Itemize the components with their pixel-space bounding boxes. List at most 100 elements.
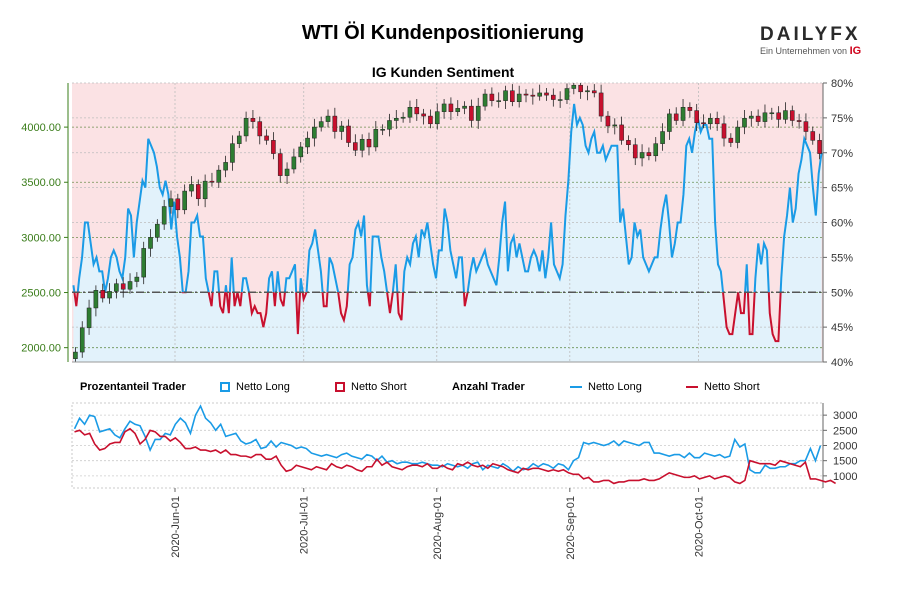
candle-body — [114, 283, 119, 292]
candle-body — [209, 180, 215, 183]
logo-wordmark: DAILYFX — [760, 24, 861, 45]
count-long-line — [73, 404, 822, 474]
candle-body — [612, 124, 618, 127]
candle-body — [496, 100, 502, 102]
candle-body — [469, 105, 474, 121]
x-tick-label: 2020-Jun-01 — [170, 496, 182, 558]
legend-line-short — [686, 386, 698, 388]
legend-box-short — [335, 382, 345, 392]
right-tick-label: 40% — [831, 357, 853, 369]
candle-body — [530, 94, 536, 97]
chart-title: WTI Öl Kundenpositionierung — [301, 22, 585, 44]
candle-body — [161, 206, 167, 225]
right-tick-label: 75% — [831, 113, 853, 125]
candle-body — [523, 93, 529, 96]
candle-body — [141, 248, 146, 278]
candle-body — [366, 138, 372, 148]
candle-body — [428, 115, 433, 125]
x-tick-label: 2020-Sep-01 — [565, 496, 577, 560]
candle-body — [646, 152, 652, 157]
candle-body — [510, 90, 515, 102]
candle-body — [312, 126, 317, 139]
candle-body — [127, 281, 133, 290]
count-tick-label: 1000 — [833, 471, 857, 483]
x-tick-label: 2020-Oct-01 — [694, 496, 706, 557]
chart-subtitle: IG Kunden Sentiment — [371, 64, 515, 80]
long-sentiment-area — [73, 103, 822, 363]
candle-body — [503, 90, 508, 101]
legend-pct-short[interactable]: Netto Short — [335, 381, 407, 393]
candle-body — [769, 112, 775, 115]
candle-body — [701, 122, 706, 125]
candle-body — [571, 84, 577, 89]
candle-body — [475, 105, 481, 121]
candle-body — [393, 118, 399, 121]
candle-body — [516, 93, 522, 102]
candle-body — [387, 120, 392, 130]
candle-body — [189, 184, 194, 192]
candle-body — [400, 116, 406, 119]
candle-body — [291, 156, 297, 170]
left-tick-label: 4000.00 — [21, 122, 61, 134]
candle-body — [305, 137, 310, 148]
candle-body — [448, 103, 454, 112]
candle-body — [271, 140, 276, 154]
candle-body — [462, 105, 467, 109]
candle-body — [421, 113, 426, 117]
legend-count-heading-text: Anzahl Trader — [452, 381, 525, 393]
legend-count-long[interactable]: Netto Long — [570, 381, 642, 393]
candle-body — [182, 190, 187, 211]
candle-body — [639, 152, 645, 159]
candle-body — [482, 93, 488, 107]
candle-body — [755, 115, 761, 122]
candle-body — [810, 131, 816, 141]
candle-body — [73, 351, 78, 359]
count-tick-label: 2500 — [833, 425, 857, 437]
candle-body — [557, 99, 563, 101]
candle-body — [359, 138, 365, 151]
legend-pct-long[interactable]: Netto Long — [220, 381, 290, 393]
candle-body — [86, 307, 92, 329]
legend-count-short[interactable]: Netto Short — [686, 381, 760, 393]
candle-body — [434, 111, 440, 125]
candle-body — [721, 123, 727, 139]
candle-body — [817, 140, 822, 154]
candle-body — [168, 198, 174, 207]
candle-body — [564, 88, 570, 100]
candle-body — [667, 113, 672, 132]
candle-body — [339, 125, 344, 132]
candle-body — [776, 112, 781, 120]
candle-body — [749, 115, 754, 119]
candle-body — [155, 223, 160, 238]
candle-body — [100, 290, 106, 299]
dailyfx-logo: DAILYFX Ein Unternehmen von IG — [760, 24, 870, 57]
legend-pct-long-label: Netto Long — [236, 381, 290, 393]
candle-body — [353, 142, 358, 151]
left-tick-label: 2000.00 — [21, 343, 61, 355]
logo-tagline-text: Ein Unternehmen von — [760, 46, 848, 56]
candle-body — [264, 135, 269, 141]
ig-logo: IG — [849, 45, 862, 57]
candle-body — [236, 135, 242, 144]
candle-body — [591, 90, 597, 94]
candle-body — [257, 121, 263, 137]
candle-body — [673, 113, 679, 121]
left-tick-label: 3000.00 — [21, 232, 61, 244]
legend-pct-heading-text: Prozentanteil Trader — [80, 381, 186, 393]
candle-body — [789, 110, 795, 121]
candle-body — [714, 118, 720, 125]
candle-body — [735, 126, 740, 143]
candle-body — [742, 118, 747, 128]
candle-body — [660, 131, 665, 144]
candle-body — [298, 146, 304, 158]
candle-body — [626, 140, 631, 146]
logo-tagline: Ein Unternehmen von IG — [760, 45, 870, 57]
legend-pct-short-label: Netto Short — [351, 381, 407, 393]
candle-body — [107, 291, 112, 299]
candle-body — [544, 92, 549, 96]
candle-body — [680, 107, 686, 121]
candle-body — [708, 118, 713, 125]
candle-body — [687, 107, 693, 111]
candle-body — [407, 107, 413, 118]
candle-body — [619, 124, 624, 141]
